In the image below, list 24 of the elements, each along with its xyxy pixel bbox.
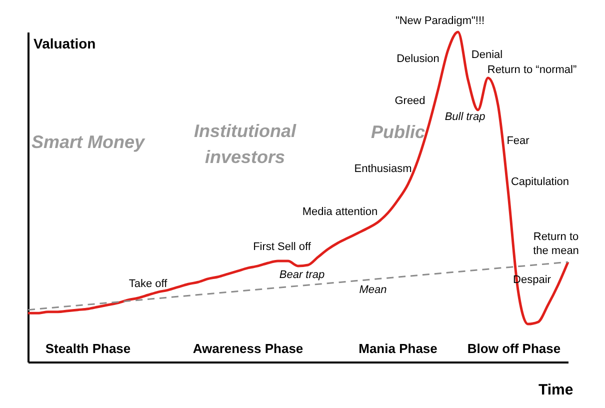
annotation: Take off <box>128 278 168 290</box>
annotation: Smart Money <box>31 132 146 152</box>
annotation: Enthusiasm <box>354 163 412 175</box>
annotation: Capitulation <box>510 176 570 188</box>
annotation: Public <box>370 122 426 142</box>
annotation: Bear trap <box>279 269 325 281</box>
annotation: Stealth Phase <box>45 341 131 356</box>
annotation: Institutional investors <box>194 121 297 167</box>
annotation: Fear <box>506 135 530 147</box>
annotation: Denial <box>471 49 503 61</box>
annotation: Delusion <box>396 53 440 65</box>
x-axis-title: Time <box>538 382 574 398</box>
annotation: Mania Phase <box>358 341 438 356</box>
annotation: Blow off Phase <box>467 341 561 356</box>
y-axis-title: Valuation <box>34 36 96 52</box>
annotation: Return to the mean <box>533 231 579 257</box>
text: "New Paradigm"!!! <box>395 15 485 27</box>
annotation: First Sell off <box>253 241 312 253</box>
annotation: Greed <box>394 95 426 107</box>
annotation: Awareness Phase <box>192 341 304 356</box>
annotation: Media attention <box>302 206 378 218</box>
annotation: Return to “normal” <box>487 64 577 76</box>
annotation: Bull trap <box>444 111 486 123</box>
series-label: Mean <box>359 284 387 296</box>
